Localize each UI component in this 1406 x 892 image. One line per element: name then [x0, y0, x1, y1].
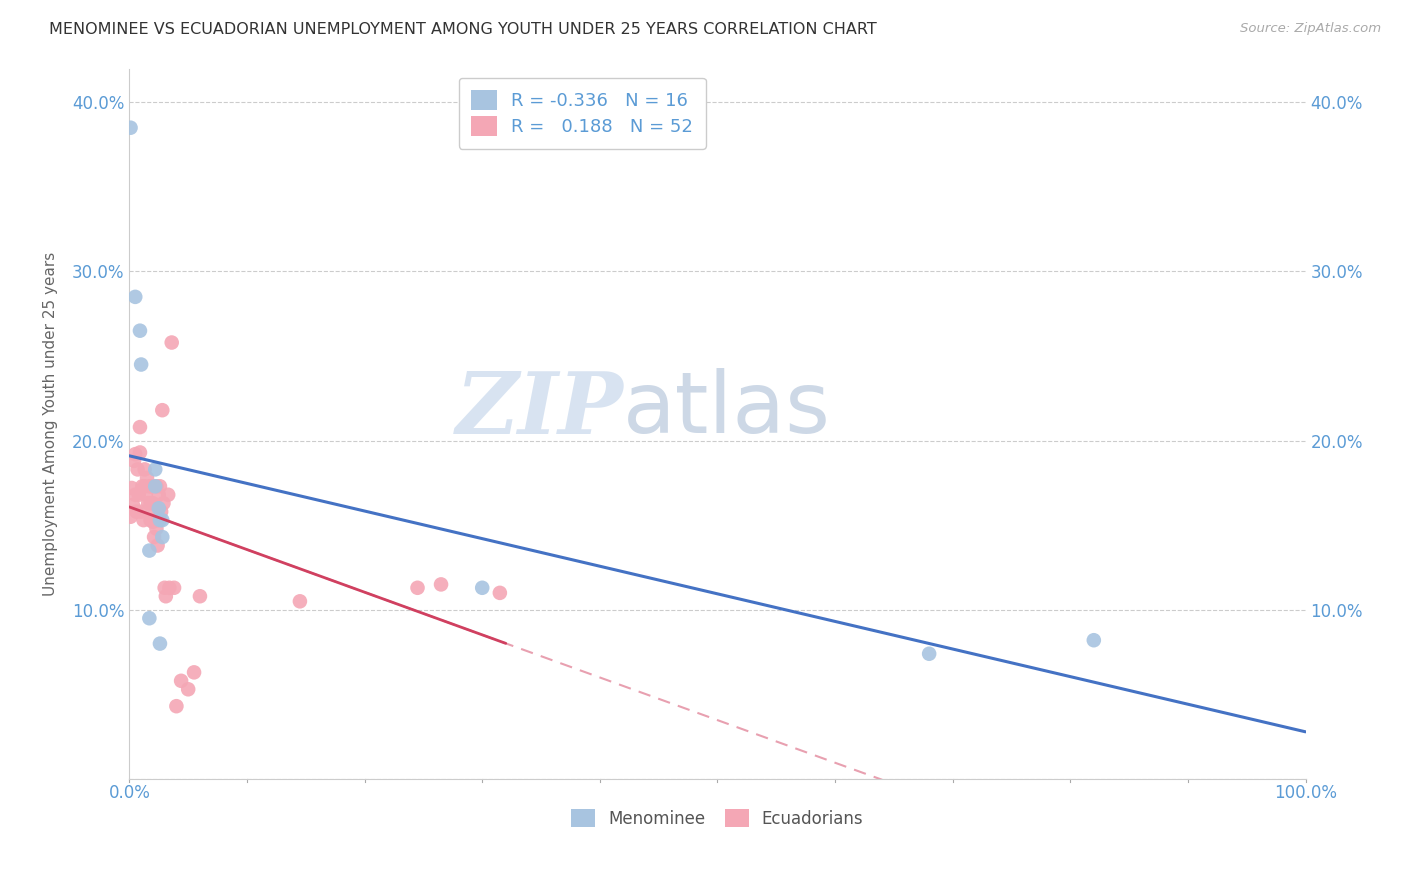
- Point: [124, 488, 146, 502]
- Point: [136, 471, 159, 485]
- Point: [1083, 633, 1105, 648]
- Point: [430, 577, 453, 591]
- Point: [148, 501, 170, 516]
- Text: atlas: atlas: [623, 368, 831, 451]
- Point: [142, 496, 165, 510]
- Point: [150, 530, 173, 544]
- Point: [145, 479, 167, 493]
- Point: [188, 589, 211, 603]
- Point: [129, 445, 152, 459]
- Point: [124, 290, 146, 304]
- Point: [150, 403, 173, 417]
- Point: [157, 488, 180, 502]
- Point: [157, 581, 180, 595]
- Point: [129, 358, 152, 372]
- Point: [146, 539, 169, 553]
- Point: [120, 120, 142, 135]
- Point: [149, 513, 172, 527]
- Point: [145, 522, 167, 536]
- Point: [142, 515, 165, 529]
- Point: [141, 479, 163, 493]
- Point: [471, 581, 494, 595]
- Point: [170, 673, 193, 688]
- Point: [150, 505, 173, 519]
- Point: [918, 647, 941, 661]
- Point: [129, 324, 152, 338]
- Point: [143, 505, 166, 519]
- Point: [139, 496, 162, 510]
- Point: [136, 496, 159, 510]
- Point: [149, 479, 172, 493]
- Point: [120, 509, 142, 524]
- Point: [122, 498, 145, 512]
- Point: [125, 505, 148, 519]
- Point: [143, 513, 166, 527]
- Point: [143, 462, 166, 476]
- Point: [122, 454, 145, 468]
- Point: [152, 496, 174, 510]
- Point: [146, 513, 169, 527]
- Point: [127, 462, 149, 476]
- Point: [163, 581, 186, 595]
- Point: [138, 543, 160, 558]
- Point: [134, 479, 156, 493]
- Point: [132, 513, 155, 527]
- Point: [129, 420, 152, 434]
- Point: [124, 447, 146, 461]
- Text: Source: ZipAtlas.com: Source: ZipAtlas.com: [1240, 22, 1381, 36]
- Legend: Menominee, Ecuadorians: Menominee, Ecuadorians: [565, 803, 870, 835]
- Point: [165, 699, 187, 714]
- Point: [139, 513, 162, 527]
- Point: [121, 481, 143, 495]
- Point: [406, 581, 429, 595]
- Point: [128, 488, 150, 502]
- Text: ZIP: ZIP: [456, 368, 623, 451]
- Point: [177, 682, 200, 697]
- Point: [138, 611, 160, 625]
- Point: [129, 505, 152, 519]
- Point: [155, 589, 177, 603]
- Point: [138, 479, 160, 493]
- Point: [131, 479, 153, 493]
- Point: [143, 479, 166, 493]
- Point: [134, 462, 156, 476]
- Point: [183, 665, 205, 680]
- Point: [148, 488, 170, 502]
- Point: [149, 637, 172, 651]
- Point: [489, 586, 512, 600]
- Y-axis label: Unemployment Among Youth under 25 years: Unemployment Among Youth under 25 years: [44, 252, 58, 596]
- Text: MENOMINEE VS ECUADORIAN UNEMPLOYMENT AMONG YOUTH UNDER 25 YEARS CORRELATION CHAR: MENOMINEE VS ECUADORIAN UNEMPLOYMENT AMO…: [49, 22, 877, 37]
- Point: [160, 335, 183, 350]
- Point: [288, 594, 311, 608]
- Point: [153, 581, 176, 595]
- Point: [135, 488, 157, 502]
- Point: [143, 530, 166, 544]
- Point: [150, 513, 173, 527]
